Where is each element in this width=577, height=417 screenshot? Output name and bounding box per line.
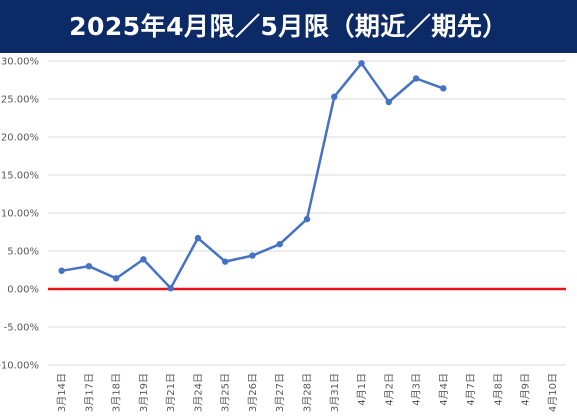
- x-tick-label: 3月27日: [274, 373, 286, 412]
- data-point: [276, 240, 283, 248]
- data-point: [412, 75, 420, 82]
- data-point: [440, 85, 447, 92]
- x-tick-label: 3月31日: [329, 373, 341, 412]
- x-tick-label: 4月10日: [547, 373, 559, 412]
- x-tick-label: 3月21日: [165, 373, 177, 412]
- x-tick-label: 4月8日: [492, 373, 504, 406]
- y-tick-label: 25.00%: [1, 95, 39, 106]
- x-tick-label: 4月1日: [356, 373, 368, 406]
- data-point: [167, 285, 174, 292]
- y-tick-label: -5.00%: [4, 323, 39, 334]
- data-point: [112, 275, 120, 282]
- y-tick-label: 30.00%: [1, 57, 39, 68]
- y-tick-label: -10.00%: [0, 361, 39, 372]
- x-tick-label: 4月9日: [520, 373, 532, 406]
- data-point: [385, 98, 392, 106]
- x-tick-label: 4月3日: [411, 373, 423, 406]
- x-tick-label: 3月18日: [111, 373, 123, 412]
- chart-title: 2025年4月限／5月限（期近／期先）: [69, 12, 508, 41]
- y-tick-label: 15.00%: [1, 171, 39, 182]
- data-point: [331, 93, 338, 100]
- x-tick-label: 4月7日: [465, 373, 477, 406]
- x-tick-label: 3月19日: [138, 373, 150, 412]
- x-tick-label: 3月17日: [83, 373, 95, 412]
- x-tick-label: 3月28日: [302, 373, 314, 412]
- data-point: [222, 258, 229, 265]
- y-tick-label: 20.00%: [1, 133, 39, 144]
- x-tick-label: 3月24日: [192, 373, 204, 412]
- data-point: [194, 234, 202, 242]
- x-tick-label: 3月14日: [56, 373, 68, 412]
- data-point: [249, 252, 256, 259]
- x-tick-label: 4月2日: [383, 373, 395, 406]
- y-tick-label: 5.00%: [7, 247, 39, 258]
- x-tick-label: 3月26日: [247, 373, 259, 412]
- data-point: [58, 267, 65, 274]
- y-tick-label: 10.00%: [1, 209, 39, 220]
- data-point: [140, 256, 147, 263]
- x-tick-label: 3月25日: [220, 373, 232, 412]
- data-point: [358, 60, 365, 67]
- data-point: [85, 263, 93, 270]
- title-bar: 2025年4月限／5月限（期近／期先）: [0, 0, 577, 53]
- data-point: [303, 215, 311, 223]
- line-chart: -10.00% -5.00% 0.00% 5.00% 10.00% 15.00% 20.00…: [0, 57, 566, 412]
- y-tick-label: 0.00%: [7, 285, 39, 296]
- x-tick-label: 4月4日: [438, 373, 450, 406]
